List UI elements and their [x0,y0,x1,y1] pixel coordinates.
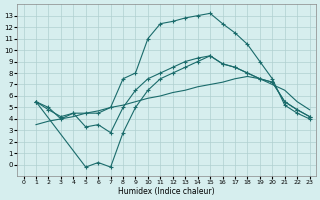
X-axis label: Humidex (Indice chaleur): Humidex (Indice chaleur) [118,187,215,196]
